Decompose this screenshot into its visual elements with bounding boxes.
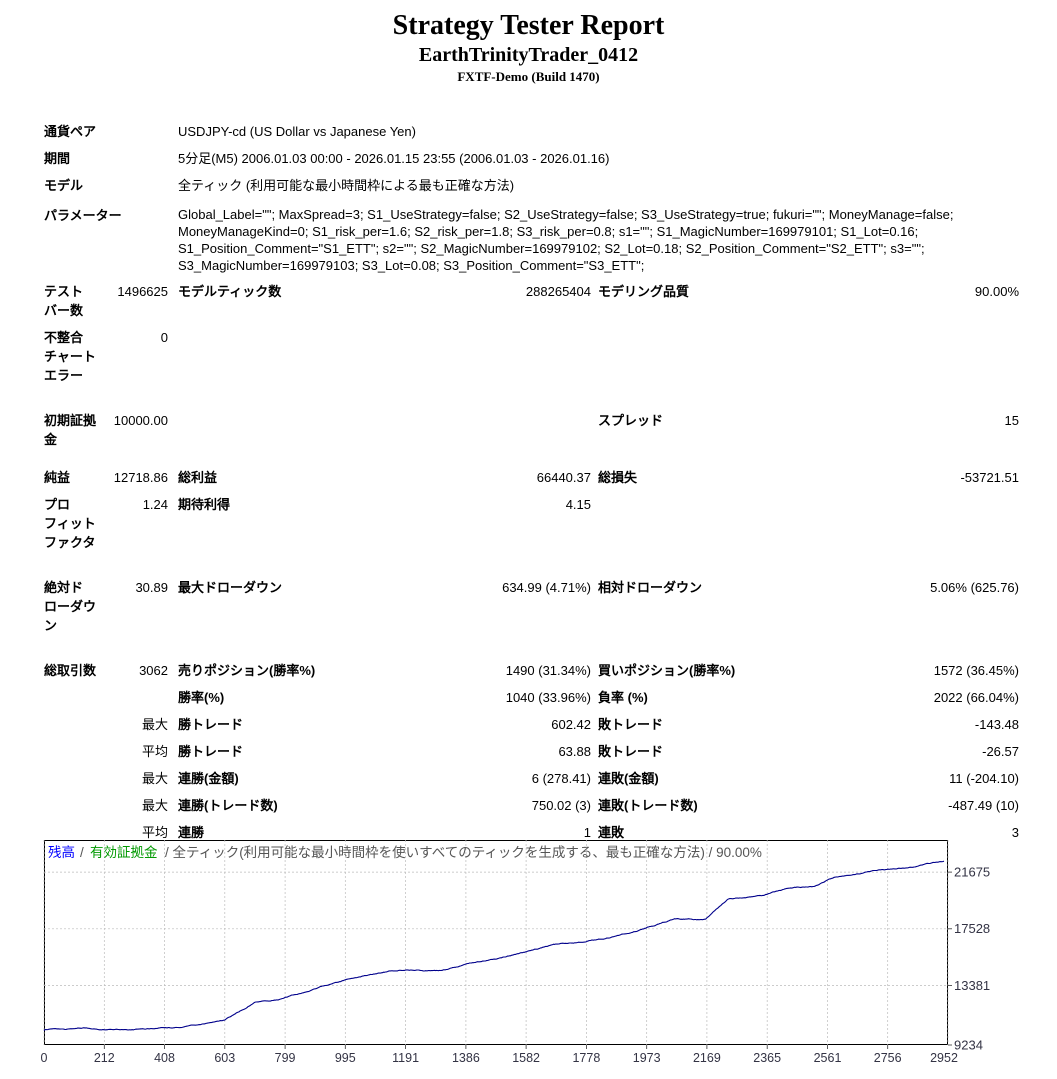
svg-text:2365: 2365 [753,1051,781,1065]
svg-text:799: 799 [275,1051,296,1065]
svg-text:1973: 1973 [633,1051,661,1065]
svg-text:2561: 2561 [814,1051,842,1065]
svg-text:1386: 1386 [452,1051,480,1065]
svg-text:1778: 1778 [572,1051,600,1065]
svg-text:1191: 1191 [392,1051,419,1065]
svg-text:21675: 21675 [954,865,990,880]
svg-text:603: 603 [214,1051,235,1065]
svg-text:残高: 残高 [48,844,75,860]
svg-text:0: 0 [41,1051,48,1065]
svg-text:有効証拠金: 有効証拠金 [90,845,158,860]
svg-text:/ 全ティック(利用可能な最小時間枠を使いすべてのティックを: / 全ティック(利用可能な最小時間枠を使いすべてのティックを生成する、最も正確な… [165,844,762,860]
svg-text:13381: 13381 [954,978,990,993]
svg-text:/: / [80,845,84,860]
svg-text:995: 995 [335,1051,356,1065]
svg-text:9234: 9234 [954,1038,983,1053]
svg-text:212: 212 [94,1051,115,1065]
svg-text:408: 408 [154,1051,175,1065]
svg-text:2952: 2952 [930,1051,958,1065]
svg-text:1582: 1582 [512,1051,540,1065]
svg-text:2756: 2756 [874,1051,902,1065]
svg-text:2169: 2169 [693,1051,721,1065]
svg-text:17528: 17528 [954,921,990,936]
